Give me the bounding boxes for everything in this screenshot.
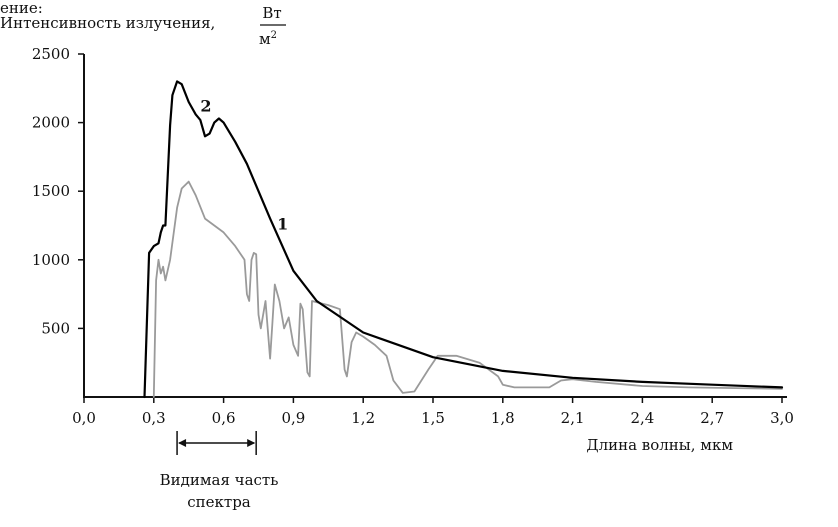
series-label-2: 2	[200, 97, 211, 116]
x-tick-label: 0,9	[281, 409, 305, 427]
y-ticks: 2500 2000 1500 1000 500	[32, 45, 84, 337]
x-tick-label: 1,2	[351, 409, 375, 427]
visible-band-label-line1: Видимая часть	[160, 471, 279, 489]
page-top-fragment: ение:	[0, 0, 43, 17]
x-tick-label: 0,3	[142, 409, 166, 427]
x-tick-label: 2,1	[561, 409, 585, 427]
series-labels: 21	[200, 97, 288, 234]
series-line-1	[152, 180, 783, 398]
y-tick-label: 1000	[32, 251, 70, 269]
y-tick-label: 2500	[32, 45, 70, 63]
y-tick-label: 500	[41, 319, 70, 337]
visible-band-marker	[176, 431, 257, 455]
series-layer	[143, 80, 784, 399]
y-unit-numerator: Вт	[262, 4, 281, 22]
x-tick-label: 0,6	[212, 409, 236, 427]
y-tick-label: 1500	[32, 182, 70, 200]
x-tick-label: 2,7	[700, 409, 724, 427]
x-axis-title: Длина волны, мкм	[586, 436, 733, 454]
visible-band-label-line2: спектра	[187, 493, 251, 511]
series-label-1: 1	[277, 215, 288, 234]
y-axis-title: Интенсивность излучения,	[0, 14, 215, 32]
y-unit-denominator: м2	[259, 30, 277, 48]
series-line-2	[143, 80, 784, 399]
x-tick-label: 1,5	[421, 409, 445, 427]
y-tick-label: 2000	[32, 114, 70, 132]
x-tick-label: 2,4	[630, 409, 654, 427]
x-tick-label: 0,0	[72, 409, 96, 427]
x-ticks: 0,0 0,3 0,6 0,9 1,2 1,5 1,8 2,1 2,4 2,7 3,0	[72, 397, 794, 427]
visible-band-arrowhead-right	[247, 439, 256, 447]
x-tick-label: 3,0	[770, 409, 794, 427]
x-tick-label: 1,8	[491, 409, 515, 427]
visible-band-arrowhead-left	[178, 439, 187, 447]
